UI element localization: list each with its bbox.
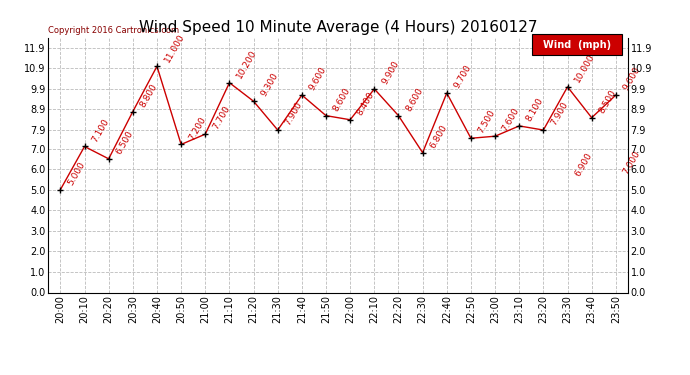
Text: 5.000: 5.000 [66, 160, 87, 187]
Text: 9.700: 9.700 [453, 63, 473, 90]
Text: 8.600: 8.600 [332, 86, 353, 113]
Text: 9.900: 9.900 [380, 59, 401, 86]
Text: 8.100: 8.100 [525, 96, 546, 123]
Text: 7.000: 7.000 [622, 149, 642, 176]
Text: 10.000: 10.000 [573, 52, 597, 84]
Text: 11.000: 11.000 [163, 32, 186, 63]
Text: 7.600: 7.600 [501, 106, 522, 134]
Text: 8.600: 8.600 [404, 86, 425, 113]
Text: 7.700: 7.700 [211, 105, 232, 131]
Text: 7.200: 7.200 [187, 115, 208, 142]
Text: 8.800: 8.800 [139, 82, 159, 109]
Text: 6.800: 6.800 [428, 123, 449, 150]
Text: 7.900: 7.900 [284, 100, 304, 127]
Text: 7.900: 7.900 [549, 100, 570, 127]
FancyBboxPatch shape [532, 34, 622, 56]
Text: 6.900: 6.900 [573, 152, 594, 178]
Text: 7.500: 7.500 [477, 109, 497, 135]
Text: 9.300: 9.300 [259, 72, 280, 99]
Text: Wind  (mph): Wind (mph) [543, 39, 611, 50]
Text: 10.200: 10.200 [235, 48, 259, 80]
Text: 6.500: 6.500 [115, 129, 135, 156]
Title: Wind Speed 10 Minute Average (4 Hours) 20160127: Wind Speed 10 Minute Average (4 Hours) 2… [139, 20, 538, 35]
Text: 9.600: 9.600 [308, 65, 328, 92]
Text: 8.500: 8.500 [598, 88, 618, 115]
Text: 7.100: 7.100 [90, 117, 111, 144]
Text: Copyright 2016 Cartronics.com: Copyright 2016 Cartronics.com [48, 26, 179, 35]
Text: 9.600: 9.600 [622, 65, 642, 92]
Text: 8.400: 8.400 [356, 90, 377, 117]
